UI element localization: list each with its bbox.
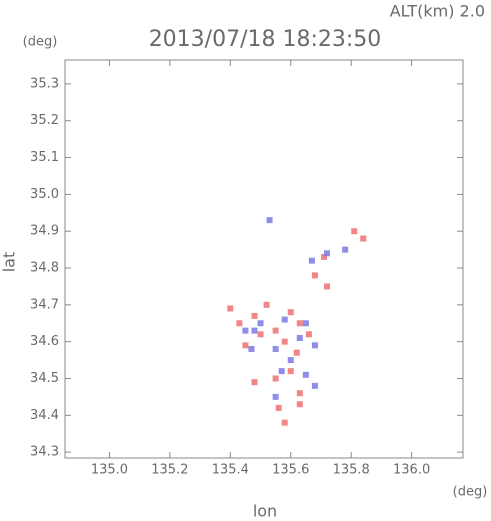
y-tick-label: 34.7 (30, 297, 59, 312)
point (281, 338, 288, 345)
point (248, 346, 255, 353)
point (287, 368, 294, 375)
point (324, 283, 331, 290)
point (311, 382, 318, 389)
y-unit: (deg) (23, 35, 58, 50)
point (296, 334, 303, 341)
point (242, 327, 249, 334)
point (272, 346, 279, 353)
x-unit: (deg) (453, 485, 488, 500)
point (296, 390, 303, 397)
point (266, 217, 273, 224)
x-tick-label: 135.6 (272, 463, 309, 478)
point (257, 320, 264, 327)
point (287, 357, 294, 364)
point (305, 331, 312, 338)
point (308, 257, 315, 264)
y-tick-label: 34.5 (30, 371, 59, 386)
y-tick-label: 35.2 (30, 113, 59, 128)
point (263, 301, 270, 308)
point (272, 375, 279, 382)
y-tick-label: 34.4 (30, 408, 59, 423)
plot-frame (64, 59, 464, 459)
point (320, 253, 327, 260)
point (251, 312, 258, 319)
point (324, 250, 331, 257)
point (275, 404, 282, 411)
point (360, 235, 367, 242)
point (272, 393, 279, 400)
point (251, 327, 258, 334)
point (272, 327, 279, 334)
x-tick-label: 135.4 (212, 463, 249, 478)
y-tick-label: 34.9 (30, 224, 59, 239)
point (342, 246, 349, 253)
y-tick-label: 35.3 (30, 76, 59, 91)
x-tick-label: 136.0 (393, 463, 430, 478)
x-tick-label: 135.0 (91, 463, 128, 478)
annotation: ALT(km) 2.0 (390, 2, 485, 21)
point (227, 305, 234, 312)
point (302, 320, 309, 327)
y-tick-label: 34.6 (30, 334, 59, 349)
point (302, 371, 309, 378)
chart-title: 2013/07/18 18:23:50 (149, 27, 382, 52)
y-tick-label: 35.0 (30, 187, 59, 202)
point (281, 419, 288, 426)
x-tick-label: 135.8 (333, 463, 370, 478)
point (278, 368, 285, 375)
point (351, 228, 358, 235)
point (296, 401, 303, 408)
point (281, 316, 288, 323)
point (236, 320, 243, 327)
x-axis-label: lon (253, 502, 277, 521)
point (242, 342, 249, 349)
point (311, 342, 318, 349)
point (311, 272, 318, 279)
point (251, 379, 258, 386)
point (257, 331, 264, 338)
point (287, 309, 294, 316)
x-tick-label: 135.2 (151, 463, 188, 478)
y-tick-label: 35.1 (30, 150, 59, 165)
y-tick-label: 34.8 (30, 261, 59, 276)
y-tick-label: 34.3 (30, 445, 59, 460)
y-axis-label: lat (0, 252, 19, 273)
point (296, 320, 303, 327)
point (293, 349, 300, 356)
